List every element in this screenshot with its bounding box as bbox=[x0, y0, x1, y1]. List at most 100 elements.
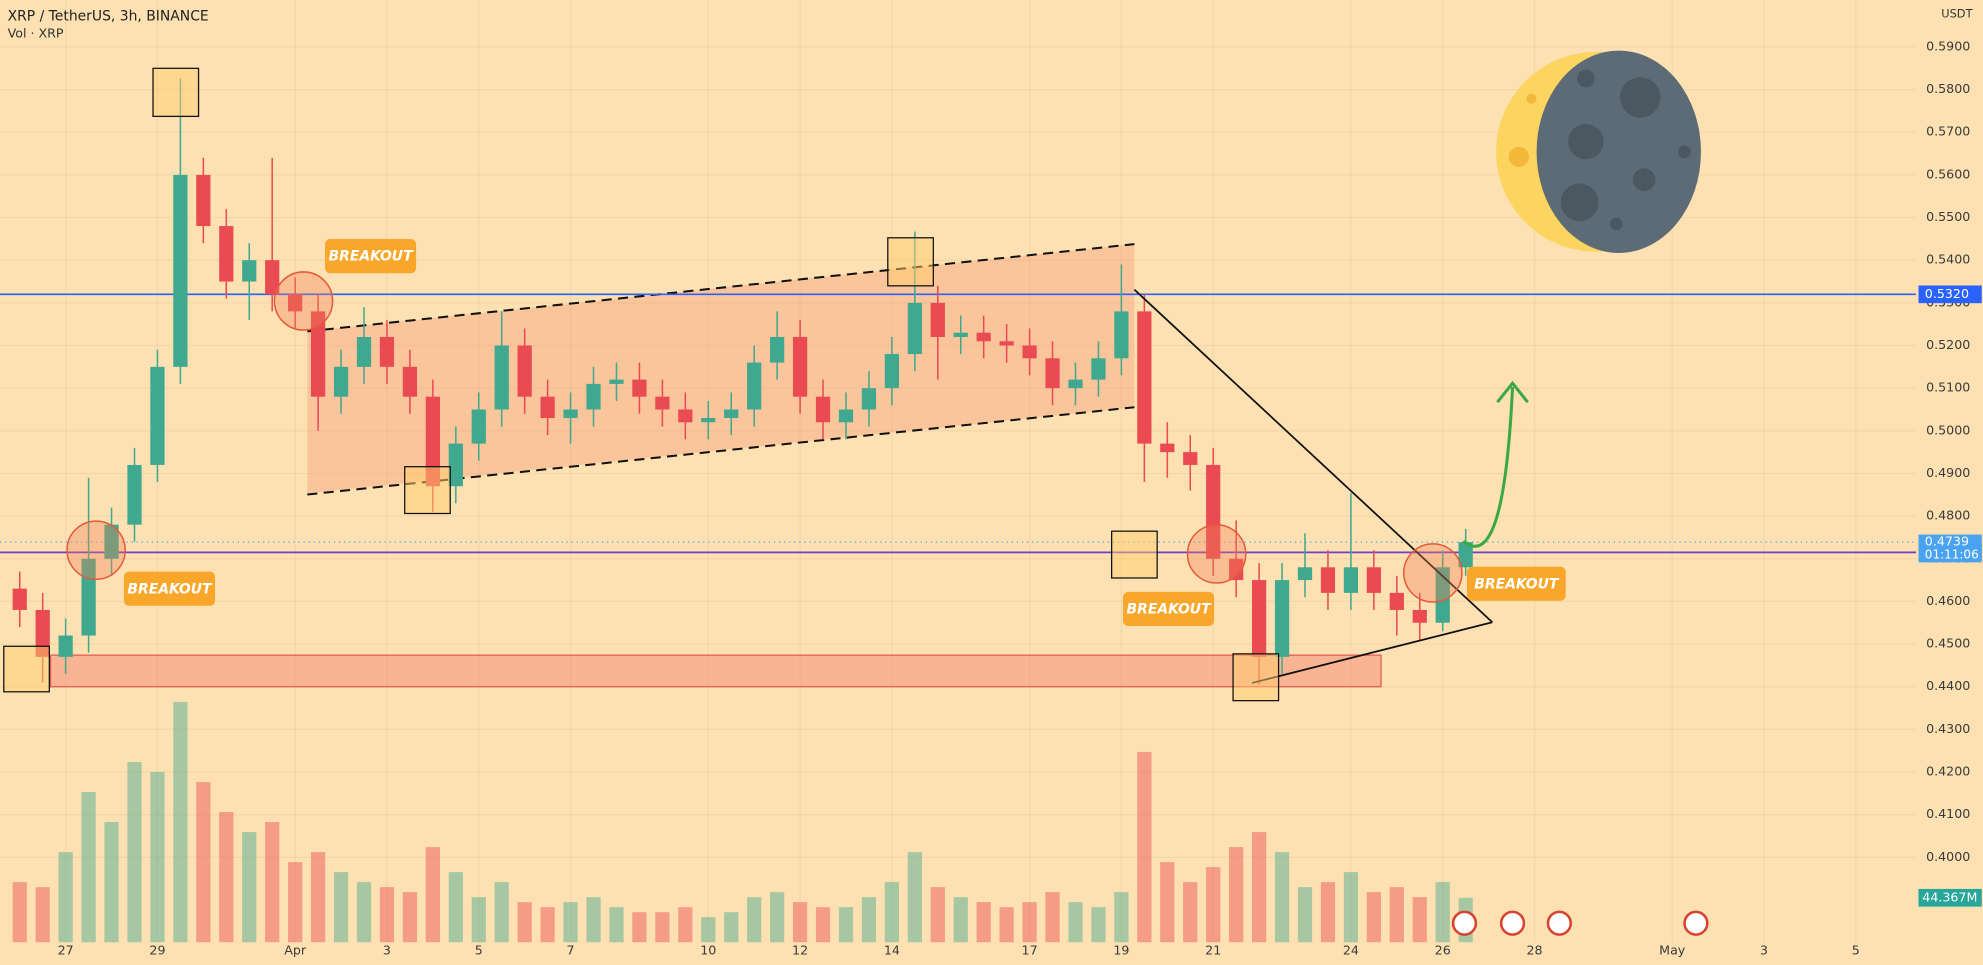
candle-body bbox=[701, 418, 716, 423]
box bbox=[152, 67, 200, 118]
volume-bar bbox=[1389, 887, 1404, 943]
candle-body bbox=[1343, 567, 1359, 593]
last-price-badge bbox=[1918, 534, 1982, 563]
candle-body bbox=[1068, 379, 1083, 389]
candle-body bbox=[1297, 567, 1313, 581]
candle-body bbox=[425, 396, 440, 487]
y-tick-label: 0.4200 bbox=[1926, 764, 1970, 779]
y-tick-label: 0.4000 bbox=[1926, 849, 1970, 864]
volume-bar bbox=[586, 897, 601, 943]
x-tick-label: 14 bbox=[884, 943, 900, 958]
candle-body bbox=[770, 336, 785, 363]
candle-body bbox=[1389, 592, 1404, 610]
volume-bar bbox=[724, 912, 739, 943]
candle-body bbox=[976, 332, 991, 342]
volume-bar bbox=[1366, 892, 1381, 943]
candle-body bbox=[586, 383, 601, 410]
candle-body bbox=[609, 379, 624, 384]
y-tick-label: 0.4800 bbox=[1926, 508, 1970, 523]
circle bbox=[1186, 524, 1247, 584]
flag bbox=[1546, 910, 1572, 936]
volume-bar bbox=[655, 912, 670, 943]
volume-bar bbox=[242, 832, 257, 943]
candle-body bbox=[127, 464, 142, 525]
label-box bbox=[325, 239, 417, 274]
volume-bar bbox=[104, 822, 119, 943]
volume-bar bbox=[747, 897, 762, 943]
volume-bar bbox=[632, 912, 647, 943]
label-box bbox=[1123, 591, 1215, 627]
candle-body bbox=[884, 354, 900, 389]
candle-body bbox=[402, 366, 418, 397]
boxes bbox=[3, 67, 1280, 702]
candle-body bbox=[1091, 358, 1106, 380]
candle-body bbox=[104, 524, 119, 559]
annotation: BREAKOUT bbox=[1474, 576, 1560, 592]
projection-arrow bbox=[1462, 386, 1515, 548]
crater bbox=[1632, 168, 1656, 191]
box bbox=[1111, 530, 1158, 579]
candle-body bbox=[1229, 558, 1244, 581]
volume-bar bbox=[953, 897, 968, 943]
volume-bar bbox=[1045, 892, 1060, 943]
x-tick-label: May bbox=[1659, 943, 1686, 958]
volume-bar bbox=[1343, 872, 1359, 943]
circles bbox=[66, 271, 1463, 603]
volume-bar bbox=[425, 847, 440, 943]
x-tick-label: 12 bbox=[792, 943, 808, 958]
volume-bar bbox=[1435, 882, 1450, 943]
volume-bar bbox=[701, 917, 716, 943]
price-badge bbox=[1918, 285, 1982, 304]
candle-body bbox=[448, 443, 463, 487]
volume-bar bbox=[1114, 892, 1129, 943]
candle-body bbox=[747, 362, 762, 410]
volume-bar bbox=[35, 887, 50, 943]
volume-bar bbox=[1160, 862, 1175, 943]
moon bbox=[1496, 50, 1701, 253]
x-tick-label: 5 bbox=[475, 943, 483, 958]
candle-body bbox=[196, 174, 211, 227]
candle-body bbox=[792, 336, 808, 397]
y-tick-label: 0.4500 bbox=[1926, 636, 1970, 651]
candle-body bbox=[242, 260, 257, 282]
candle-body bbox=[1435, 567, 1450, 623]
y-tick-label: 0.5600 bbox=[1926, 166, 1970, 181]
x-tick-label: 3 bbox=[1760, 943, 1768, 958]
volume-bar bbox=[792, 902, 808, 943]
countdown: 01:11:06 bbox=[1925, 547, 1979, 561]
volume-bar bbox=[1251, 832, 1267, 943]
volume-bar bbox=[448, 872, 463, 943]
candle-body bbox=[494, 345, 509, 410]
volume-bar bbox=[471, 897, 486, 943]
x-tick-label: Apr bbox=[284, 943, 307, 958]
circle bbox=[66, 520, 126, 581]
flag bbox=[1451, 910, 1478, 936]
volume-bar bbox=[1022, 902, 1037, 943]
circle bbox=[273, 271, 334, 331]
x-tick-label: 5 bbox=[1852, 943, 1860, 958]
volume-bar bbox=[884, 882, 900, 943]
volume-bar bbox=[540, 907, 555, 943]
crater bbox=[1526, 93, 1537, 104]
volume-bar bbox=[58, 852, 73, 943]
volume-bar bbox=[678, 907, 693, 943]
volume-bar bbox=[219, 812, 234, 943]
candle-body bbox=[907, 302, 922, 355]
x-tick-label: 7 bbox=[567, 943, 575, 958]
candle-body bbox=[265, 260, 280, 295]
volume-bar bbox=[1320, 882, 1336, 943]
crater bbox=[1568, 123, 1604, 160]
candle-body bbox=[81, 558, 96, 636]
arrow-head bbox=[1496, 380, 1529, 404]
candle-body bbox=[1366, 567, 1381, 593]
annotation: BREAKOUT bbox=[1127, 602, 1213, 618]
candle-body bbox=[333, 366, 349, 397]
box bbox=[887, 237, 934, 287]
volume-bar bbox=[310, 852, 326, 943]
x-tick-label: 19 bbox=[1113, 943, 1129, 958]
annotation: BREAKOUT bbox=[329, 249, 415, 265]
price-badge-label: 0.5320 bbox=[1925, 286, 1969, 301]
volume-badge-label: 44.367M bbox=[1922, 889, 1977, 904]
volume-bar bbox=[196, 782, 211, 943]
